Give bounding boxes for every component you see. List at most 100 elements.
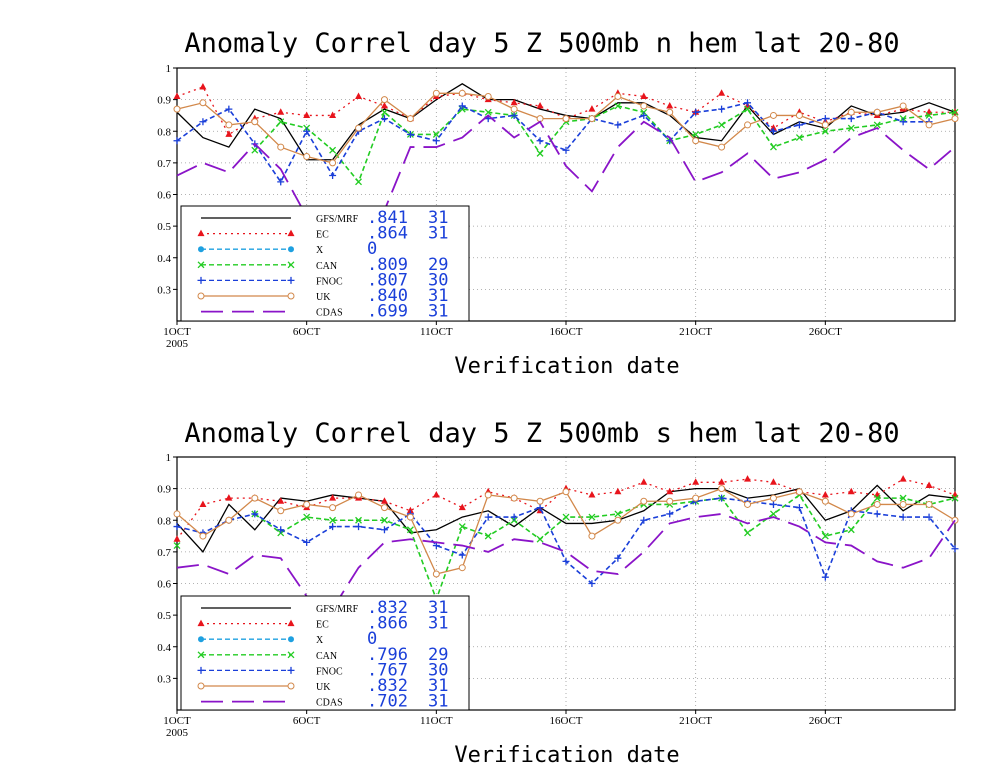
data-point	[381, 108, 388, 116]
data-point	[277, 497, 285, 504]
data-point	[588, 532, 596, 540]
x-tick-label: 11OCT	[420, 715, 453, 727]
data-point	[744, 500, 752, 508]
x-tick-label: 26OCT	[809, 715, 842, 727]
legend-marker	[197, 292, 205, 300]
series-line	[254, 105, 956, 184]
data-point	[562, 557, 570, 565]
data-point	[562, 513, 570, 521]
legend-series-name: FNOC	[316, 276, 343, 287]
data-point	[381, 516, 388, 524]
data-point	[899, 500, 907, 508]
data-point	[510, 513, 518, 521]
data-point	[769, 494, 777, 502]
y-tick-label: 0.4	[157, 253, 171, 265]
data-point	[458, 523, 466, 531]
x-axis-label: Verification date	[454, 354, 679, 379]
data-point	[588, 580, 596, 587]
data-point	[899, 102, 907, 110]
data-point	[329, 159, 337, 167]
legend-entry: CAN .796 29	[197, 645, 448, 665]
data-point	[718, 494, 726, 502]
data-point	[795, 504, 803, 512]
data-point	[484, 92, 492, 100]
data-point	[821, 490, 829, 498]
data-point	[614, 554, 622, 562]
data-point	[251, 494, 259, 502]
data-point	[795, 121, 803, 129]
y-tick-label: 0.6	[157, 190, 171, 202]
legend-count: 31	[428, 692, 448, 712]
data-point	[432, 130, 440, 138]
legend-series-name: GFS/MRF	[316, 604, 359, 615]
data-point	[899, 513, 907, 521]
legend-series-name: CAN	[316, 261, 337, 272]
data-point	[199, 118, 207, 126]
legend-box	[180, 595, 470, 711]
data-point	[588, 490, 596, 498]
data-point	[484, 513, 492, 521]
data-point	[925, 121, 933, 129]
legend-score: .807	[367, 270, 408, 290]
data-point	[173, 92, 181, 99]
data-point	[640, 92, 648, 99]
data-point	[614, 487, 622, 495]
data-point	[666, 510, 674, 518]
legend-count: 31	[428, 208, 448, 228]
data-point	[536, 115, 544, 123]
data-point	[303, 513, 311, 521]
data-point	[795, 488, 803, 496]
data-point	[484, 491, 492, 499]
legend-series-name: CAN	[316, 651, 337, 662]
data-point	[666, 497, 674, 505]
data-point	[173, 137, 181, 145]
data-point	[640, 102, 648, 110]
data-point	[225, 121, 233, 129]
legend-entry: EC .866 31	[197, 614, 448, 634]
data-point	[821, 121, 829, 129]
y-tick-label: 1	[166, 452, 172, 464]
data-point	[484, 108, 492, 116]
y-tick-label: 0.9	[157, 484, 171, 496]
data-point	[173, 535, 181, 542]
data-point	[744, 529, 751, 537]
series-line	[176, 86, 955, 136]
series-fnoc	[173, 494, 959, 587]
data-point	[588, 513, 596, 521]
data-point	[847, 526, 855, 534]
data-point	[614, 102, 622, 110]
series-uk	[173, 485, 959, 578]
data-point	[640, 111, 648, 119]
legend-marker	[287, 229, 295, 237]
data-point	[821, 573, 829, 581]
data-point	[251, 146, 259, 154]
data-point	[303, 153, 311, 161]
data-point	[432, 570, 440, 578]
legend-marker	[288, 246, 294, 253]
data-point	[640, 478, 648, 485]
data-point	[718, 485, 726, 493]
data-point	[380, 504, 388, 512]
series-cdas	[176, 114, 956, 289]
y-tick-label: 0.7	[157, 547, 171, 559]
legend-series-name: X	[316, 635, 324, 646]
data-point	[692, 478, 700, 485]
data-point	[951, 494, 959, 502]
x-tick-label: 16OCT	[550, 326, 583, 338]
data-point	[277, 526, 285, 534]
data-point	[355, 178, 362, 186]
data-point	[718, 89, 726, 96]
data-point	[769, 111, 777, 119]
data-point	[925, 500, 933, 508]
data-point	[847, 124, 855, 132]
data-point	[562, 115, 570, 123]
legend-score: .699	[367, 302, 408, 322]
y-tick-label: 0.8	[157, 126, 171, 138]
legend-series-name: X	[316, 245, 324, 256]
data-point	[925, 513, 933, 521]
data-point	[510, 98, 518, 106]
legend-series-name: CDAS	[316, 308, 343, 319]
x-tick-label: 11OCT	[420, 326, 453, 338]
data-point	[718, 143, 726, 151]
